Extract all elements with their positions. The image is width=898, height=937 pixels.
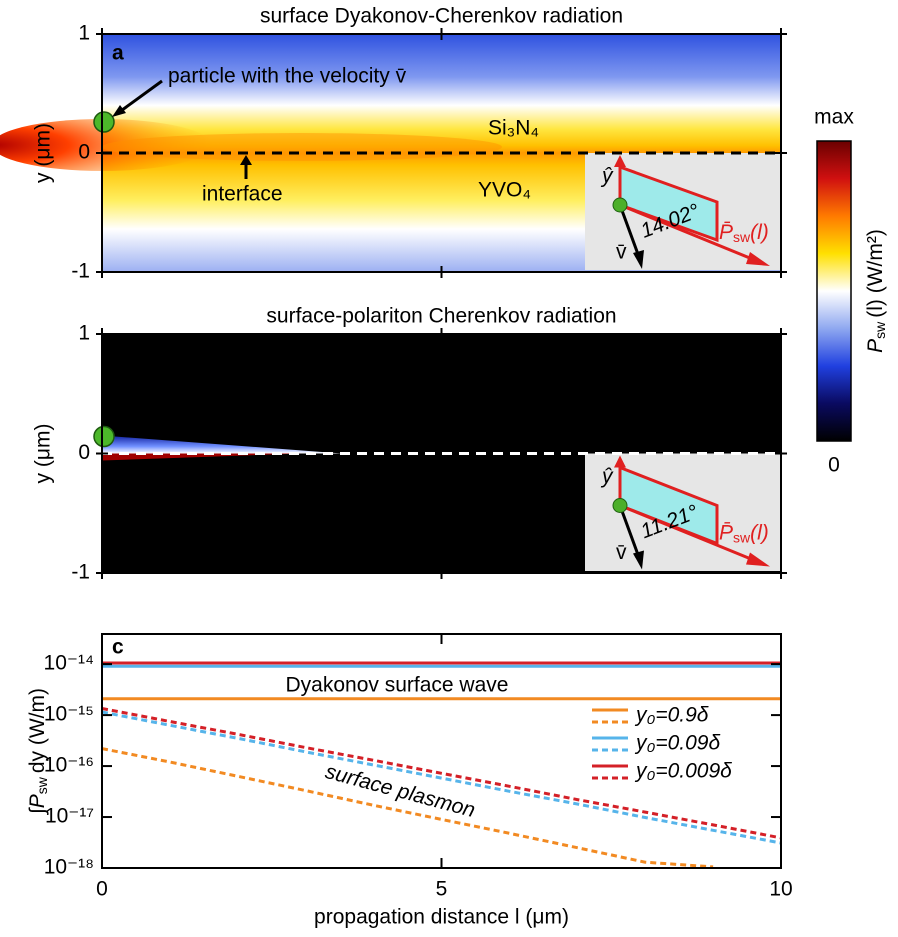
plasmon-line xyxy=(102,710,781,845)
inset-power-arrowhead xyxy=(746,552,770,567)
particle-arrowhead xyxy=(112,105,126,117)
inset-particle xyxy=(612,498,628,513)
legend-label: y₀=0.9δ xyxy=(634,704,709,727)
y-tick-label: 10⁻¹⁸ xyxy=(44,856,94,879)
lower-medium-label: Au xyxy=(500,471,526,494)
colorbar-label-part: (l) (W/m²) xyxy=(864,229,887,318)
inset-velocity xyxy=(618,504,641,559)
heatmap-hotspot xyxy=(0,119,212,171)
inset-power-arrowhead xyxy=(746,252,770,266)
inset-power-label-part: (l) xyxy=(750,221,769,244)
colorbar-max-label: max xyxy=(814,106,854,129)
y-tick-label: 0 xyxy=(78,141,90,164)
y-axis-label-part: ∫P xyxy=(26,794,49,815)
solid-annotation: Dyakonov surface wave xyxy=(286,674,509,697)
inset-power-axis xyxy=(619,203,763,265)
legend-label: y₀=0.09δ xyxy=(634,732,720,755)
y-axis-label: ∫Psw dy (W/m) xyxy=(26,688,50,815)
interface-arrowhead xyxy=(240,155,252,165)
y-tick-label: 1 xyxy=(78,322,90,345)
inset-y-label: ŷ xyxy=(600,465,614,488)
inset-power-label-part: P̄ xyxy=(719,521,733,544)
y-axis-label: y (μm) xyxy=(32,123,55,183)
heatmap-glow xyxy=(102,133,502,161)
inset-power-label-part: (l) xyxy=(750,521,769,544)
particle xyxy=(93,111,115,133)
x-axis-label: propagation distance l (μm) xyxy=(314,906,569,929)
y-axis-label-part: dy (W/m) xyxy=(26,688,49,773)
inset-velocity-arrowhead xyxy=(633,250,644,269)
plasmon-line xyxy=(102,747,714,868)
colorbar-label: Psw (l) (W/m²) xyxy=(864,229,888,353)
y-axis-label: y (μm) xyxy=(32,424,55,484)
colorbar-min-label: 0 xyxy=(828,454,840,477)
plasmon-line xyxy=(102,707,781,840)
lower-medium-label: YVO₄ xyxy=(478,179,531,202)
panel-title: surface Dyakonov-Cherenkov radiation xyxy=(260,5,623,28)
heatmap-wave-lower xyxy=(102,453,302,461)
inset-particle xyxy=(612,197,628,213)
x-tick-label: 10 xyxy=(769,878,792,901)
particle xyxy=(93,425,115,448)
inset-power-label-part: sw xyxy=(733,529,751,545)
panel-title: surface-polariton Cherenkov radiation xyxy=(266,305,616,328)
inset-power-label-part: sw xyxy=(733,229,751,245)
y-tick-label: 10⁻¹⁶ xyxy=(44,754,94,777)
inset-power-label: P̄sw(l) xyxy=(719,220,769,244)
particle-label: particle with the velocity v̄ xyxy=(168,65,407,88)
inset-velocity-label: v̄ xyxy=(616,541,627,564)
y-tick-label: 10⁻¹⁴ xyxy=(44,652,94,675)
inset-power-label: P̄sw(l) xyxy=(719,521,769,545)
y-tick-label: 10⁻¹⁷ xyxy=(45,805,94,828)
legend-label: y₀=0.009δ xyxy=(634,760,732,783)
colorbar xyxy=(816,140,852,442)
inset-y-arrowhead xyxy=(614,455,626,468)
colorbar-label-part: sw xyxy=(872,321,888,339)
x-tick-label: 5 xyxy=(436,878,448,901)
panel-label: a xyxy=(112,42,124,65)
inset-y-arrowhead xyxy=(614,155,626,167)
inset-velocity-arrowhead xyxy=(633,550,644,570)
heatmap-wave-upper xyxy=(102,435,342,454)
colorbar-label-part: P xyxy=(864,339,887,353)
x-tick-label: 0 xyxy=(96,878,108,901)
y-tick-label: 10⁻¹⁵ xyxy=(44,703,94,726)
y-axis-label-part: sw xyxy=(34,776,50,794)
panel-label: b xyxy=(112,342,125,365)
inset-power-axis xyxy=(619,504,763,565)
y-tick-label: -1 xyxy=(71,260,90,283)
particle-arrow xyxy=(117,79,163,115)
y-tick-label: 1 xyxy=(78,22,90,45)
upper-medium-label: Si₃N₄ xyxy=(488,117,539,140)
panel-label: c xyxy=(112,636,124,659)
inset-power-label-part: P̄ xyxy=(719,220,733,243)
inset-velocity xyxy=(618,204,641,258)
plot-lines xyxy=(102,661,781,868)
y-tick-label: -1 xyxy=(71,561,90,584)
y-tick-label: 0 xyxy=(78,441,90,464)
inset-y-label: ŷ xyxy=(600,165,614,188)
inset-velocity-label: v̄ xyxy=(616,241,627,264)
upper-medium-label: Al₂O₃ xyxy=(478,421,530,444)
interface-label: interface xyxy=(202,183,283,206)
